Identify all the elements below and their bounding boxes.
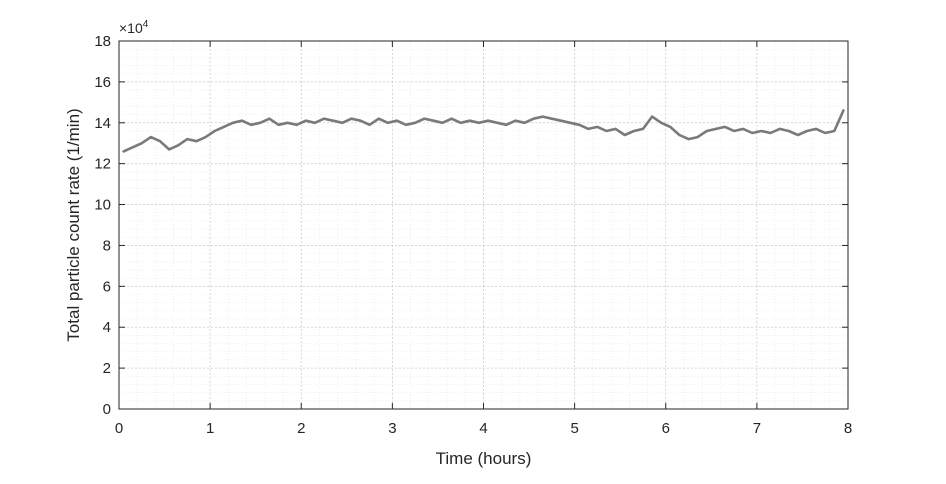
y-multiplier-exponent: 4 (143, 19, 149, 30)
x-tick-labels: 0 1 2 3 4 5 6 7 8 (115, 420, 852, 437)
axis-ticks (118, 40, 849, 410)
y-tick-label: 18 (94, 33, 111, 50)
y-axis-label: Total particle count rate (1/min) (64, 108, 83, 341)
x-tick-label: 7 (753, 420, 761, 437)
x-tick-label: 8 (844, 420, 852, 437)
series-line (122, 109, 845, 153)
x-axis-label: Time (hours) (436, 449, 532, 468)
x-tick-label: 0 (115, 420, 123, 437)
x-tick-label: 3 (388, 420, 396, 437)
x-tick-label: 4 (479, 420, 487, 437)
y-tick-label: 12 (94, 156, 111, 173)
y-tick-label: 4 (103, 319, 111, 336)
minor-grid (118, 40, 849, 410)
x-tick-label: 5 (570, 420, 578, 437)
y-tick-label: 16 (94, 74, 111, 91)
series-layer (122, 109, 845, 153)
y-tick-label: 8 (103, 237, 111, 254)
y-multiplier-label: ×104 (119, 19, 149, 36)
y-tick-label: 0 (103, 401, 111, 418)
y-tick-labels: 0 2 4 6 8 10 12 14 16 18 (94, 33, 111, 418)
y-tick-label: 2 (103, 360, 111, 377)
y-tick-label: 10 (94, 197, 111, 214)
y-tick-label: 6 (103, 278, 111, 295)
x-tick-label: 2 (297, 420, 305, 437)
x-tick-label: 1 (206, 420, 214, 437)
y-tick-label: 14 (94, 115, 111, 132)
x-tick-label: 6 (662, 420, 670, 437)
